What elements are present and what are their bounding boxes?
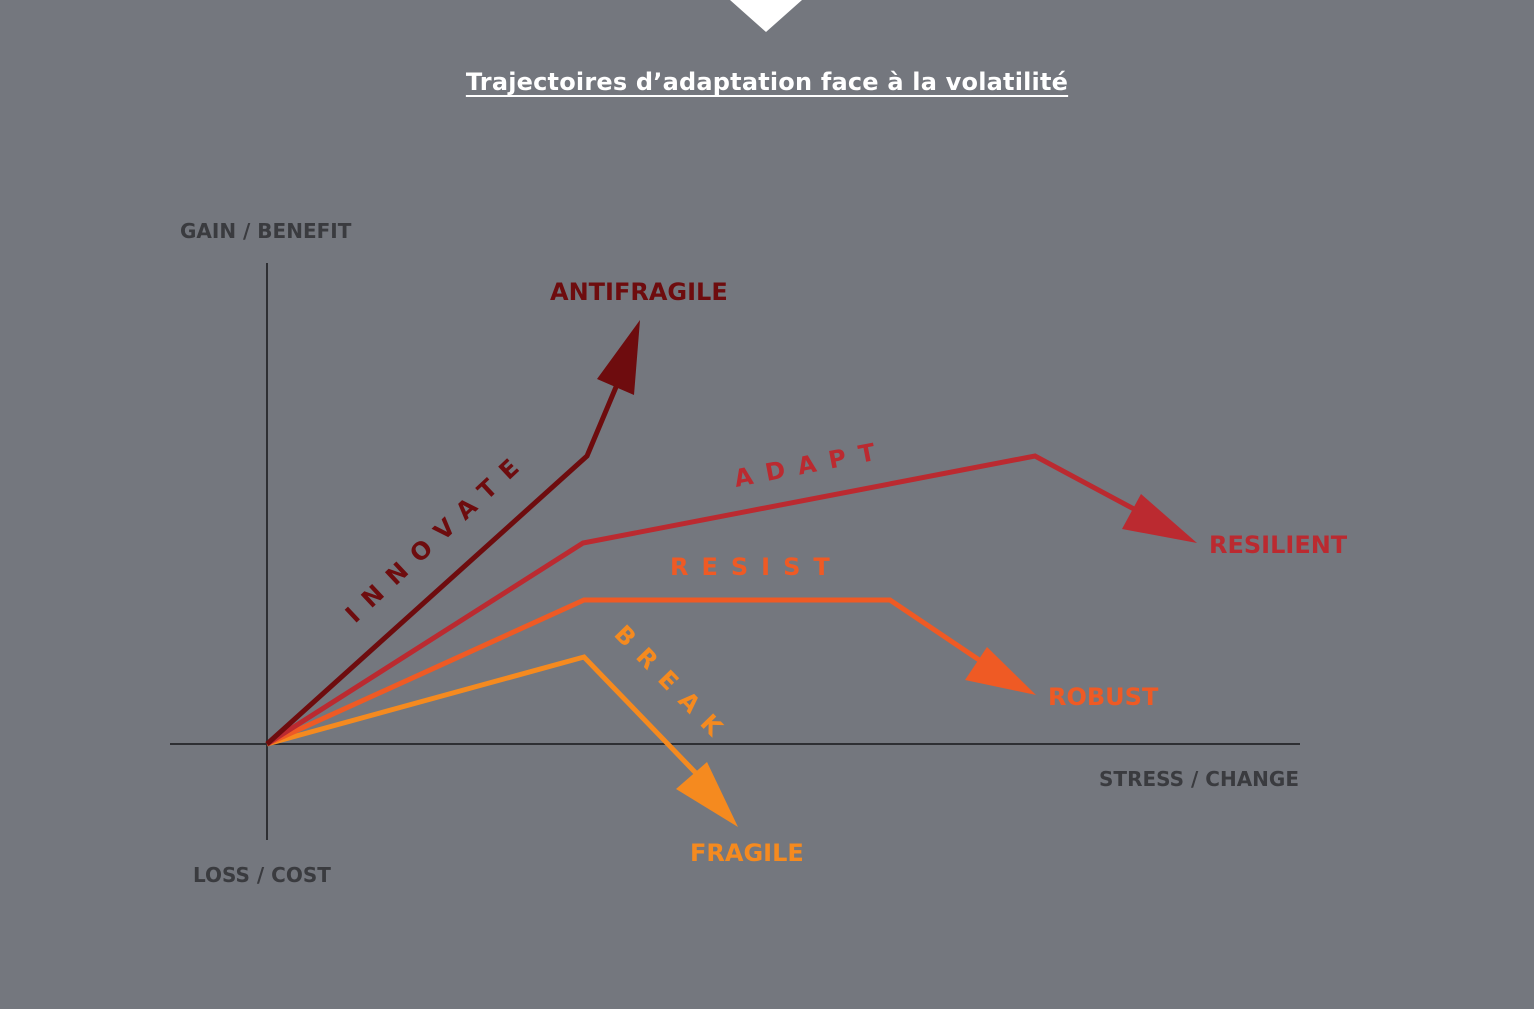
resilient-path <box>265 453 1162 747</box>
resilient-outcome-label: RESILIENT <box>1209 531 1348 559</box>
antifragile-arrowhead <box>597 320 640 395</box>
y-axis-top-label: GAIN / BENEFIT <box>180 219 352 243</box>
fragile-path <box>266 654 719 797</box>
y-axis-bottom-label: LOSS / COST <box>193 863 331 887</box>
break-action-label: BREAK <box>609 620 737 751</box>
robust-path <box>265 597 1002 747</box>
trajectory-robust: RESIST ROBUST <box>265 553 1159 747</box>
diagram-title: Trajectoires d’adaptation face à la vola… <box>465 68 1069 96</box>
resilient-arrowhead <box>1122 494 1197 543</box>
antifragile-outcome-label: ANTIFRAGILE <box>550 278 728 306</box>
x-axis-label: STRESS / CHANGE <box>1099 767 1299 791</box>
fragile-arrowhead <box>676 762 738 827</box>
robust-outcome-label: ROBUST <box>1048 683 1159 711</box>
fragile-outcome-label: FRAGILE <box>690 839 804 867</box>
resist-action-label: RESIST <box>670 553 843 581</box>
robust-arrowhead <box>965 647 1036 695</box>
top-notch-decoration <box>730 0 802 32</box>
antifragile-path <box>265 367 627 746</box>
innovate-action-label: INNOVATE <box>340 445 534 629</box>
adapt-action-label: ADAPT <box>732 436 891 493</box>
